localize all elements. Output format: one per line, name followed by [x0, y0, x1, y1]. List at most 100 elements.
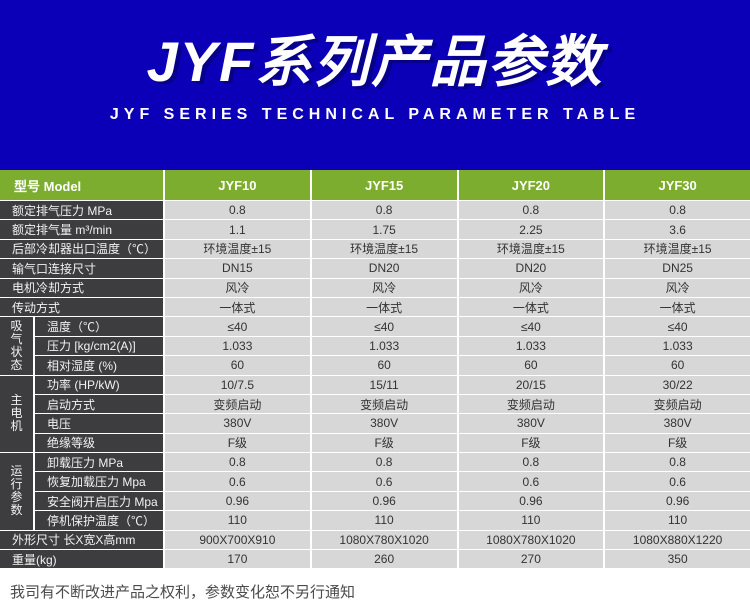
value-cell: 一体式 [458, 297, 604, 317]
value-cell: 0.8 [311, 201, 457, 220]
value-cell: 0.6 [605, 472, 750, 491]
value-cell: 170 [165, 550, 310, 569]
column-header-jyf10: JYF10 [165, 170, 310, 200]
value-cell: 0.96 [165, 491, 310, 511]
row-label: 后部冷却器出口温度（℃） [0, 239, 163, 259]
value-cell: 环境温度±15 [458, 239, 604, 259]
value-cell: 变频启动 [605, 394, 750, 414]
value-cell: 0.8 [605, 453, 750, 472]
value-cell: 环境温度±15 [311, 239, 457, 259]
value-cell: 1.1 [165, 220, 310, 239]
value-cell: 0.8 [605, 201, 750, 220]
value-cell: ≤40 [458, 317, 604, 336]
value-cell: 380V [311, 414, 457, 433]
value-cell: F级 [605, 433, 750, 453]
value-cell: ≤40 [311, 317, 457, 336]
value-cell: 0.96 [458, 491, 604, 511]
value-cell: DN25 [605, 259, 750, 278]
row-label: 电机冷却方式 [0, 278, 163, 297]
row-label: 压力 [kg/cm2(A)] [35, 336, 163, 356]
row-label: 相对湿度 (%) [35, 356, 163, 375]
row-label: 温度（℃） [35, 317, 163, 336]
value-cell: 110 [165, 511, 310, 530]
value-cell: 0.8 [458, 453, 604, 472]
value-cell: 20/15 [458, 375, 604, 394]
row-label: 额定排气量 m³/min [0, 220, 163, 239]
row-label: 恢复加载压力 Mpa [35, 472, 163, 491]
group-label-text: 吸气状态 [10, 318, 23, 372]
value-cell: 380V [165, 414, 310, 433]
value-cell: 风冷 [311, 278, 457, 297]
value-cell: DN20 [311, 259, 457, 278]
value-cell: 110 [311, 511, 457, 530]
value-cell: 900X700X910 [165, 530, 310, 550]
value-cell: 一体式 [311, 297, 457, 317]
row-label: 额定排气压力 MPa [0, 201, 163, 220]
value-cell: 环境温度±15 [605, 239, 750, 259]
value-cell: 变频启动 [165, 394, 310, 414]
value-cell: 1.033 [605, 336, 750, 356]
value-cell: F级 [311, 433, 457, 453]
value-cell: 350 [605, 550, 750, 569]
value-cell: 60 [311, 356, 457, 375]
model-header-cell: 型号 Model [0, 170, 163, 200]
value-cell: 变频启动 [311, 394, 457, 414]
parameter-table: 型号 Model JYF10 JYF15 JYF20 JYF30 额定排气压力 … [0, 170, 750, 569]
value-cell: 0.8 [458, 201, 604, 220]
value-cell: 1.033 [311, 336, 457, 356]
group-label-text: 主电机 [10, 393, 23, 434]
row-label: 绝缘等级 [35, 433, 163, 453]
value-cell: 15/11 [311, 375, 457, 394]
value-cell: 110 [605, 511, 750, 530]
row-label: 功率 (HP/kW) [35, 375, 163, 394]
banner-title: JYF系列产品参数 [146, 30, 604, 93]
row-label: 外形尺寸 长X宽X高mm [0, 530, 163, 550]
value-cell: 1080X780X1020 [311, 530, 457, 550]
row-label: 停机保护温度（℃） [35, 511, 163, 530]
value-cell: 0.96 [605, 491, 750, 511]
value-cell: 110 [458, 511, 604, 530]
row-label: 输气口连接尺寸 [0, 259, 163, 278]
value-cell: 风冷 [458, 278, 604, 297]
value-cell: 风冷 [605, 278, 750, 297]
group-label-intake: 吸气状态 [0, 317, 33, 375]
value-cell: F级 [458, 433, 604, 453]
value-cell: 0.6 [458, 472, 604, 491]
group-label-running: 运行参数 [0, 453, 33, 530]
value-cell: 1.033 [458, 336, 604, 356]
value-cell: 0.8 [165, 453, 310, 472]
value-cell: 60 [605, 356, 750, 375]
row-label: 卸载压力 MPa [35, 453, 163, 472]
value-cell: 1080X780X1020 [458, 530, 604, 550]
value-cell: 一体式 [605, 297, 750, 317]
column-header-jyf20: JYF20 [458, 170, 604, 200]
value-cell: 变频启动 [458, 394, 604, 414]
value-cell: ≤40 [165, 317, 310, 336]
value-cell: DN20 [458, 259, 604, 278]
value-cell: 30/22 [605, 375, 750, 394]
value-cell: 3.6 [605, 220, 750, 239]
value-cell: 260 [311, 550, 457, 569]
value-cell: 2.25 [458, 220, 604, 239]
row-label: 电压 [35, 414, 163, 433]
column-header-jyf15: JYF15 [311, 170, 457, 200]
value-cell: 风冷 [165, 278, 310, 297]
value-cell: 1.033 [165, 336, 310, 356]
value-cell: 60 [165, 356, 310, 375]
value-cell: 380V [458, 414, 604, 433]
value-cell: ≤40 [605, 317, 750, 336]
value-cell: 0.96 [311, 491, 457, 511]
banner: JYF系列产品参数 JYF SERIES TECHNICAL PARAMETER… [0, 0, 750, 170]
value-cell: 10/7.5 [165, 375, 310, 394]
value-cell: 270 [458, 550, 604, 569]
value-cell: DN15 [165, 259, 310, 278]
row-label: 安全阀开启压力 Mpa [35, 491, 163, 511]
row-label: 启动方式 [35, 394, 163, 414]
value-cell: 1.75 [311, 220, 457, 239]
value-cell: 0.6 [165, 472, 310, 491]
group-label-text: 运行参数 [10, 464, 23, 518]
value-cell: 一体式 [165, 297, 310, 317]
value-cell: 0.8 [165, 201, 310, 220]
value-cell: 环境温度±15 [165, 239, 310, 259]
value-cell: 0.6 [311, 472, 457, 491]
